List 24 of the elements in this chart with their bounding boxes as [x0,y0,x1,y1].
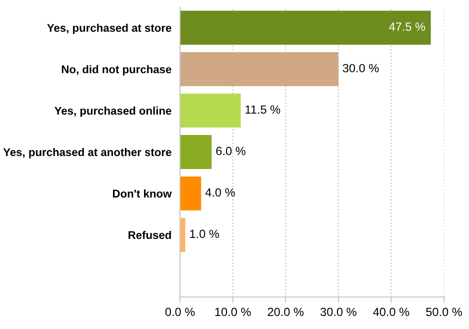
bar [180,52,338,86]
x-tick-label: 50.0 % [426,308,462,316]
x-tick-label: 30.0 % [320,308,356,316]
y-tick-label: Yes, purchased online [54,106,172,117]
data-label: 47.5 % [389,22,426,31]
y-tick-label: Refused [128,230,171,239]
y-tick-label: Yes, purchased at another store [3,148,172,158]
y-tick-label: Yes, purchased at store [47,24,172,34]
data-label: 4.0 % [205,188,235,197]
x-tick-label: 40.0 % [373,308,410,316]
bar [180,94,241,128]
y-tick-label: Don't know [112,189,172,198]
bar [180,218,186,252]
data-label: 6.0 % [216,146,246,156]
data-label: 1.0 % [190,230,220,238]
x-tick-label: 20.0 % [268,308,304,316]
bar [180,10,431,45]
x-tick-label: 0.0 % [165,308,195,316]
data-label: 11.5 % [246,105,280,114]
x-tick-label: 10.0 % [215,308,251,316]
bar [180,135,212,169]
data-label: 30.0 % [342,64,379,72]
bar [180,176,202,210]
y-tick-label: No, did not purchase [62,65,172,76]
